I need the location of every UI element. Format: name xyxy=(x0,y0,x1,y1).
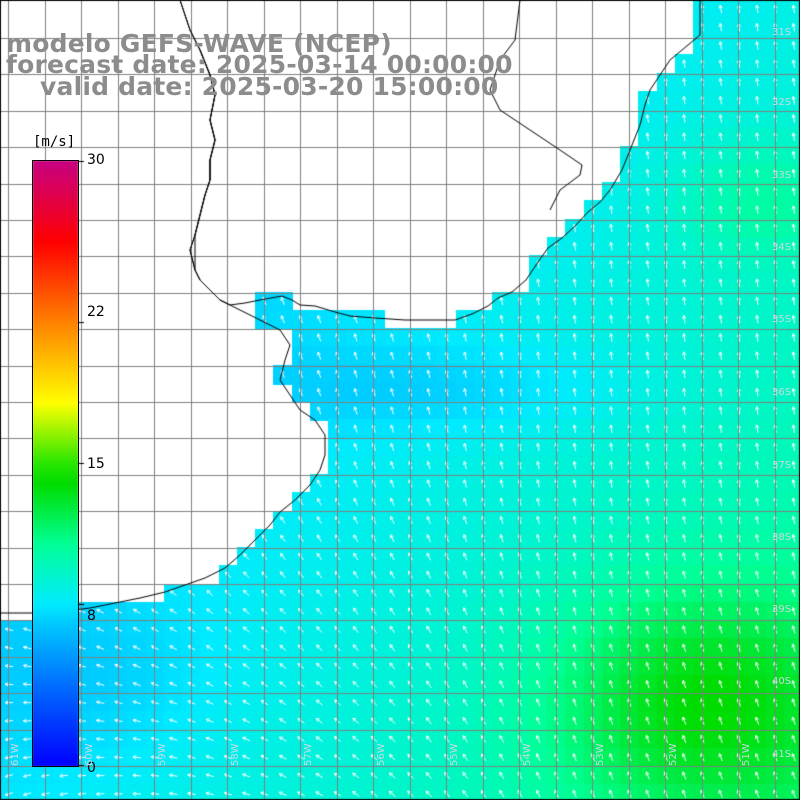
lon-label-57w: 57W xyxy=(303,743,314,766)
lon-label-55w: 55W xyxy=(449,743,460,766)
lat-label-35s: 35S xyxy=(772,314,792,325)
colorbar-tick-15: 15 xyxy=(87,456,105,472)
colorbar-unit: [m/s] xyxy=(33,134,76,150)
colorbar xyxy=(32,160,79,767)
lon-label-54w: 54W xyxy=(522,743,533,766)
lon-label-52w: 52W xyxy=(668,743,679,766)
lat-label-36s: 36S xyxy=(772,387,792,398)
lat-label-32s: 32S xyxy=(772,97,792,108)
colorbar-tick-0: 0 xyxy=(87,760,96,776)
colorbar-tick-8: 8 xyxy=(87,608,96,624)
lat-label-31s: 31S xyxy=(772,27,792,38)
lat-label-40s: 40S xyxy=(772,676,792,687)
lat-label-33s: 33S xyxy=(772,170,792,181)
lon-label-56w: 56W xyxy=(376,743,387,766)
colorbar-tick-30: 30 xyxy=(87,152,105,168)
colorbar-tick-22: 22 xyxy=(87,304,105,320)
lat-label-37s: 37S xyxy=(772,460,792,471)
lon-label-53w: 53W xyxy=(595,743,606,766)
lat-label-34s: 34S xyxy=(772,242,792,253)
title-forecast-date: forecast date: 2025-03-14 00:00:00 xyxy=(6,50,513,79)
lat-label-39s: 39S xyxy=(772,604,792,615)
lon-label-59w: 59W xyxy=(157,743,168,766)
lat-label-41s: 41S xyxy=(772,749,792,760)
lon-label-51w: 51W xyxy=(741,743,752,766)
lon-label-61w: 61W xyxy=(10,743,21,766)
lon-label-58w: 58W xyxy=(230,743,241,766)
title-valid-date: valid date: 2025-03-20 15:00:00 xyxy=(40,72,499,101)
lon-label-60w: 60W xyxy=(84,743,95,766)
lat-label-38s: 38S xyxy=(772,532,792,543)
title-model: modelo GEFS-WAVE (NCEP) xyxy=(6,29,392,58)
